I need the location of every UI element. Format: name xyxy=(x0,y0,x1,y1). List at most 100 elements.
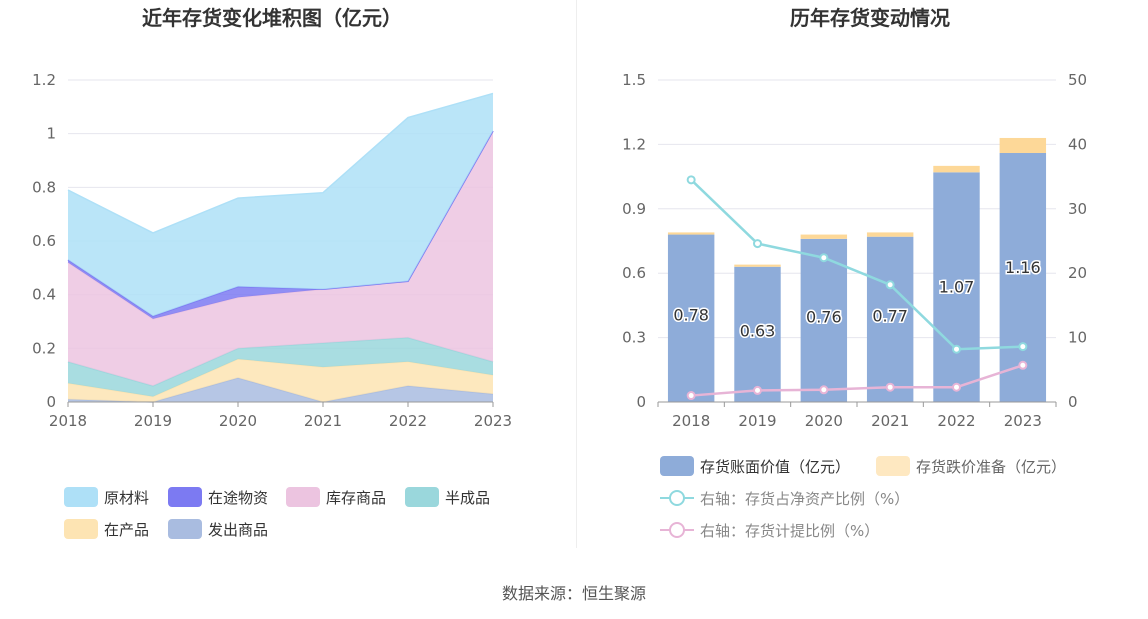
bar-reserve[interactable] xyxy=(866,232,914,237)
right-y-tick-label: 1.2 xyxy=(622,135,646,153)
left-legend-swatch xyxy=(168,519,202,539)
bar-data-label: 0.77 xyxy=(872,306,908,325)
left-legend-swatch xyxy=(286,487,320,507)
bar-data-label: 0.76 xyxy=(806,307,842,326)
right-x-tick-label: 2023 xyxy=(1004,412,1042,430)
left-legend-item[interactable]: 在产品 xyxy=(64,519,149,539)
bar-data-label: 1.16 xyxy=(1005,258,1041,277)
bar-book-value[interactable] xyxy=(734,266,781,402)
line-point[interactable] xyxy=(819,385,829,395)
line-point[interactable] xyxy=(1018,360,1028,370)
bar-reserve[interactable] xyxy=(734,264,781,267)
area-series-3[interactable] xyxy=(68,130,493,386)
line-point[interactable] xyxy=(819,253,829,263)
right-y-tick-label: 0.6 xyxy=(622,264,646,282)
bar-reserve[interactable] xyxy=(800,234,848,239)
line-point[interactable] xyxy=(885,382,895,392)
left-y-tick-label: 0 xyxy=(46,393,56,411)
stacked-area-chart: 近年存货变化堆积图（亿元） 0 0.2 0.4 0.6 0.8 1 1.2 2018 2019… xyxy=(32,6,512,539)
right-legend-label: 右轴：存货计提比例（%） xyxy=(700,522,879,540)
right-chart-title: 历年存货变动情况 xyxy=(790,6,950,30)
line-point[interactable] xyxy=(952,344,961,354)
line-point[interactable] xyxy=(686,391,696,401)
left-y-tick-label: 0.4 xyxy=(32,286,56,304)
bar-book-value[interactable] xyxy=(667,234,715,402)
right-legend-swatch xyxy=(876,456,910,476)
bar-data-label: 0.63 xyxy=(740,321,776,340)
left-chart-title: 近年存货变化堆积图（亿元） xyxy=(142,6,402,30)
left-legend-swatch xyxy=(64,487,98,507)
right-x-tick-label: 2022 xyxy=(937,412,975,430)
right-y2-tick-label: 20 xyxy=(1068,264,1087,282)
right-legend-label: 右轴：存货占净资产比例（%） xyxy=(700,490,909,508)
bar-book-value[interactable] xyxy=(933,172,980,402)
left-y-tick-label: 0.2 xyxy=(32,339,56,357)
area-series-2[interactable] xyxy=(68,337,493,397)
line-point[interactable] xyxy=(753,239,762,249)
right-x-tick-label: 2021 xyxy=(871,412,909,430)
right-x-tick-label: 2019 xyxy=(738,412,776,430)
right-legend-label: 存货账面价值（亿元） xyxy=(700,458,850,476)
inventory-bar-line-chart: 历年存货变动情况 0 0.3 0.6 0.9 1.2 1.5 0 10 20 30 40 50 0.7… xyxy=(622,6,1087,540)
left-y-tick-label: 0.6 xyxy=(32,232,56,250)
right-legend-marker xyxy=(669,490,685,506)
left-legend-item[interactable]: 发出商品 xyxy=(168,519,268,539)
left-legend-swatch xyxy=(168,487,202,507)
area-series-1[interactable] xyxy=(68,359,493,402)
bar-book-value[interactable] xyxy=(866,236,914,402)
left-legend-item[interactable]: 在途物资 xyxy=(168,487,268,507)
bar-reserve[interactable] xyxy=(999,137,1047,153)
left-x-tick-label: 2022 xyxy=(389,412,427,430)
left-legend-label: 在途物资 xyxy=(208,489,268,507)
bar-data-label: 1.07 xyxy=(939,277,975,296)
data-source-note: 数据来源：恒生聚源 xyxy=(501,584,646,603)
bar-data-label: 0.78 xyxy=(673,305,709,324)
left-legend-item[interactable]: 库存商品 xyxy=(286,487,386,507)
right-legend-item[interactable]: 右轴：存货占净资产比例（%） xyxy=(660,490,909,508)
right-y-tick-label: 0.9 xyxy=(622,200,646,218)
right-legend-item[interactable]: 存货账面价值（亿元） xyxy=(660,456,850,476)
line-point[interactable] xyxy=(885,280,895,290)
left-x-tick-label: 2020 xyxy=(219,412,257,430)
right-y2-tick-label: 50 xyxy=(1068,71,1087,89)
right-y-tick-label: 0 xyxy=(636,393,646,411)
left-legend-label: 发出商品 xyxy=(208,521,268,539)
right-legend-item[interactable]: 存货跌价准备（亿元） xyxy=(876,456,1066,476)
left-legend-item[interactable]: 原材料 xyxy=(64,487,149,507)
line-series-1[interactable] xyxy=(691,364,1024,397)
line-point[interactable] xyxy=(952,382,961,392)
right-legend-marker xyxy=(669,522,685,538)
line-series-0[interactable] xyxy=(690,178,1023,351)
right-legend-label: 存货跌价准备（亿元） xyxy=(916,458,1066,476)
right-legend-swatch xyxy=(660,456,694,476)
line-point[interactable] xyxy=(753,385,762,395)
bar-book-value[interactable] xyxy=(999,152,1047,402)
left-legend-item[interactable]: 半成品 xyxy=(405,487,490,507)
bar-reserve[interactable] xyxy=(933,165,980,173)
area-series-5[interactable] xyxy=(68,93,493,317)
right-y2-tick-label: 40 xyxy=(1068,135,1087,153)
left-legend-label: 半成品 xyxy=(445,489,490,507)
right-y2-tick-label: 30 xyxy=(1068,200,1087,218)
left-legend-label: 原材料 xyxy=(104,489,149,507)
right-x-tick-label: 2018 xyxy=(672,412,710,430)
right-legend-item[interactable]: 右轴：存货计提比例（%） xyxy=(660,522,879,540)
left-x-tick-label: 2021 xyxy=(304,412,342,430)
right-y-tick-label: 1.5 xyxy=(622,71,646,89)
bar-reserve[interactable] xyxy=(667,232,715,235)
area-series-0[interactable] xyxy=(68,377,493,402)
left-x-tick-label: 2018 xyxy=(49,412,87,430)
left-legend-label: 在产品 xyxy=(104,521,149,539)
line-point[interactable] xyxy=(1018,342,1028,352)
right-y2-tick-label: 10 xyxy=(1068,329,1087,347)
area-series-edge-5 xyxy=(67,92,494,234)
right-y-tick-label: 0.3 xyxy=(622,329,646,347)
chart-divider xyxy=(576,0,577,548)
left-x-tick-label: 2023 xyxy=(474,412,512,430)
left-legend-swatch xyxy=(405,487,439,507)
right-y2-tick-label: 0 xyxy=(1068,393,1078,411)
line-point[interactable] xyxy=(686,175,696,185)
left-y-tick-label: 1.2 xyxy=(32,71,56,89)
bar-book-value[interactable] xyxy=(800,238,848,402)
left-x-tick-label: 2019 xyxy=(134,412,172,430)
